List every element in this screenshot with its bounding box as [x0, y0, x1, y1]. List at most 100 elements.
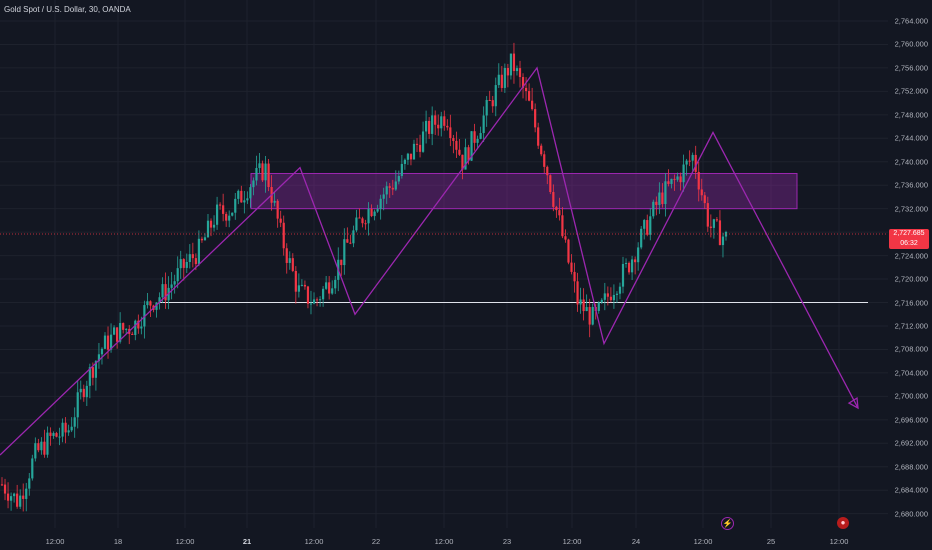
candle	[679, 172, 682, 191]
candle	[185, 253, 188, 273]
candle	[282, 215, 285, 256]
price-tick-label: 2,708.000	[894, 344, 928, 354]
candle	[9, 492, 13, 511]
candle	[64, 417, 67, 444]
price-tick-label: 2,740.000	[894, 157, 928, 167]
candle	[49, 427, 52, 446]
candle	[582, 288, 585, 321]
time-axis[interactable]: 12:00 18 12:00 21 12:00 22 12:00 23 12:00 24 12:00…	[0, 528, 888, 550]
candle	[537, 122, 540, 149]
candle	[164, 272, 167, 309]
candlestick-chart[interactable]	[0, 0, 888, 528]
candle	[312, 292, 316, 305]
candle	[22, 483, 25, 512]
candle	[255, 155, 258, 186]
candle	[376, 204, 379, 213]
candle	[630, 255, 634, 280]
candle	[46, 426, 49, 458]
candle	[615, 291, 619, 303]
candle	[600, 298, 603, 304]
candle	[400, 155, 403, 179]
price-tick-label: 2,680.000	[894, 509, 928, 519]
price-axis[interactable]: 2,764.000 2,760.000 2,756.000 2,752.000 2,74…	[888, 0, 932, 528]
candle	[100, 347, 104, 365]
candle	[712, 218, 715, 239]
candle	[309, 290, 313, 315]
candle	[721, 232, 725, 258]
candle	[673, 174, 676, 191]
candle	[52, 431, 55, 439]
candle	[379, 194, 382, 220]
candle	[688, 150, 691, 167]
candle	[212, 215, 216, 232]
economic-event-icon[interactable]: ●	[837, 517, 849, 529]
candle	[685, 158, 688, 176]
candle	[243, 190, 246, 214]
candle	[497, 63, 500, 89]
candle	[340, 259, 343, 276]
candle	[158, 292, 161, 310]
time-tick-label: 12:00	[693, 537, 713, 546]
candle	[518, 60, 522, 88]
bar-countdown: 06:32	[900, 239, 918, 247]
candle	[264, 155, 267, 193]
chart-canvas[interactable]	[0, 0, 888, 528]
candle	[43, 429, 46, 458]
candle	[558, 197, 561, 221]
candle	[179, 250, 182, 279]
candle	[279, 210, 282, 228]
candle	[370, 204, 373, 218]
candle	[122, 322, 125, 334]
price-tick-label: 2,752.000	[894, 86, 928, 96]
price-tick-label: 2,756.000	[894, 63, 928, 73]
candle	[509, 53, 513, 80]
candle	[234, 193, 237, 220]
lightning-icon[interactable]: ⚡	[721, 517, 734, 530]
candle	[618, 282, 622, 300]
candle	[579, 287, 582, 314]
candle	[488, 90, 491, 101]
candle	[137, 314, 140, 334]
candle	[146, 293, 149, 309]
price-tick-label: 2,684.000	[894, 485, 928, 495]
candle	[367, 202, 370, 236]
time-tick-label: 12:00	[434, 537, 454, 546]
candle	[691, 152, 694, 172]
resistance-zone[interactable]	[250, 172, 798, 210]
candle	[0, 477, 4, 487]
candle	[37, 438, 40, 453]
candle	[658, 182, 661, 214]
pattern-path[interactable]	[0, 66, 859, 456]
candle	[591, 303, 594, 326]
candle	[364, 219, 367, 230]
candle	[61, 418, 64, 443]
price-tick-label: 2,712.000	[894, 321, 928, 331]
candle	[694, 145, 697, 179]
price-tick-label: 2,764.000	[894, 16, 928, 26]
candle	[19, 489, 22, 510]
candle	[597, 301, 600, 314]
candle	[485, 96, 488, 127]
candle	[182, 258, 185, 281]
candle	[461, 154, 464, 180]
candle	[703, 191, 706, 209]
candle	[25, 482, 28, 512]
candle	[670, 178, 673, 189]
candle	[564, 229, 567, 243]
candle	[449, 114, 452, 147]
time-tick-label: 25	[766, 537, 776, 546]
candle	[458, 138, 461, 156]
time-tick-label: 12:00	[45, 537, 65, 546]
candle	[585, 294, 588, 312]
candle	[385, 181, 388, 204]
candle	[543, 150, 546, 174]
candle	[252, 177, 255, 196]
candle	[434, 110, 437, 135]
candle	[228, 210, 231, 228]
time-tick-label: 23	[502, 537, 512, 546]
candle	[300, 279, 303, 287]
candle	[621, 256, 625, 294]
candle	[67, 424, 70, 436]
price-tick-label: 2,724.000	[894, 251, 928, 261]
grid-lines	[0, 0, 888, 528]
